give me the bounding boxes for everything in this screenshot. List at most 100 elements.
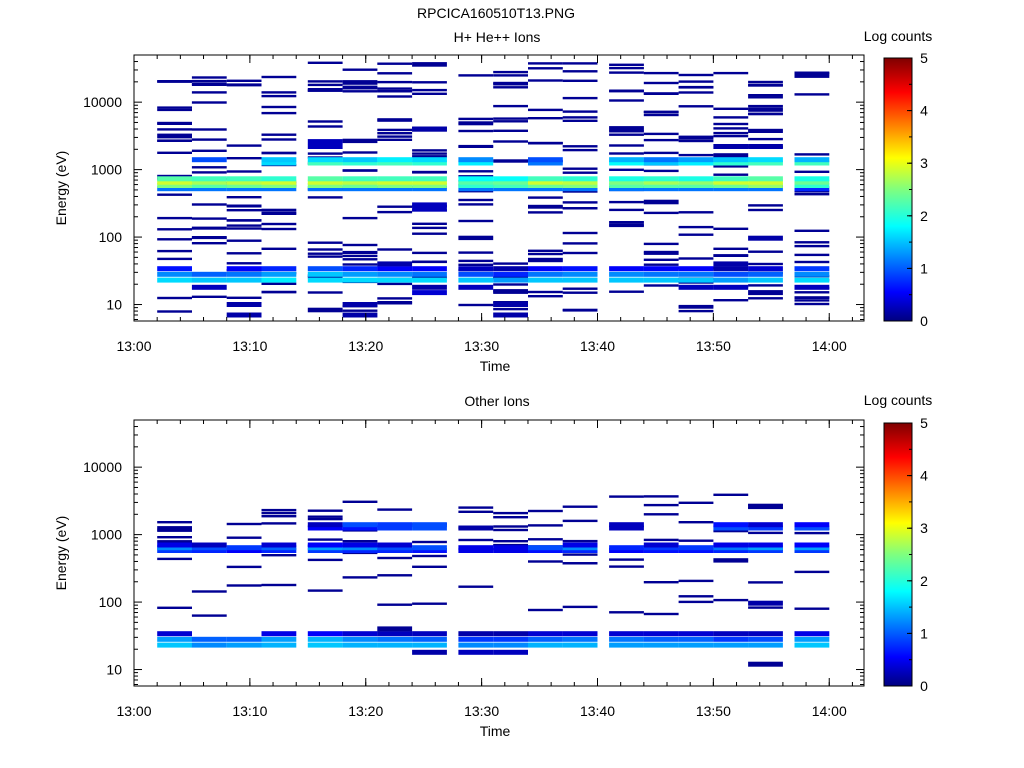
- heatmap-cell: [609, 144, 644, 147]
- heatmap-cell: [412, 88, 447, 92]
- heatmap-cell: [493, 528, 528, 532]
- heatmap-cell: [412, 251, 447, 255]
- heatmap-cell: [713, 254, 749, 257]
- heatmap-cell: [157, 642, 192, 648]
- heatmap-cell: [307, 548, 343, 553]
- heatmap-cell: [412, 179, 447, 185]
- heatmap-cell: [157, 106, 192, 109]
- heatmap-cell: [528, 206, 563, 209]
- heatmap-cell: [562, 96, 598, 100]
- heatmap-cell: [493, 262, 528, 265]
- heatmap-cell: [794, 170, 830, 173]
- heatmap-cell: [307, 291, 343, 294]
- heatmap-cell: [678, 211, 714, 214]
- heatmap-cell: [678, 631, 714, 637]
- heatmap-cell: [794, 193, 830, 196]
- heatmap-cell: [643, 545, 679, 551]
- heatmap-cell: [609, 183, 644, 188]
- heatmap-cell: [562, 171, 598, 174]
- heatmap-cell: [342, 85, 378, 88]
- heatmap-cell: [609, 157, 644, 163]
- heatmap-cell: [377, 266, 413, 272]
- heatmap-cell: [412, 64, 447, 67]
- heatmap-cell: [562, 167, 598, 170]
- heatmap-cell: [307, 120, 343, 123]
- heatmap-cell: [342, 642, 378, 648]
- heatmap-cell: [157, 228, 192, 231]
- heatmap-cell: [713, 299, 749, 302]
- colorbar-tick-label: 3: [920, 155, 928, 171]
- heatmap-cell: [493, 120, 528, 123]
- heatmap-cell: [307, 558, 343, 562]
- heatmap-cell: [643, 179, 679, 185]
- heatmap-cell: [794, 157, 830, 163]
- heatmap-cell: [261, 554, 297, 557]
- heatmap-cell: [713, 176, 749, 182]
- heatmap-cell: [261, 75, 297, 79]
- heatmap-cell: [643, 186, 679, 192]
- y-tick-label: 10: [106, 662, 122, 678]
- heatmap-cell: [157, 548, 192, 553]
- heatmap-cell: [377, 642, 413, 648]
- heatmap-cell: [794, 277, 830, 283]
- heatmap-cell: [191, 183, 227, 188]
- heatmap-cell: [377, 297, 413, 300]
- heatmap-cell: [794, 284, 830, 290]
- heatmap-cell: [748, 183, 783, 188]
- heatmap-cell: [261, 105, 297, 109]
- colorbar-tick-label: 5: [920, 50, 928, 66]
- heatmap-cell: [412, 545, 447, 551]
- heatmap-cell: [678, 284, 714, 290]
- heatmap-cell: [157, 540, 192, 543]
- heatmap-cell: [493, 117, 528, 120]
- heatmap-cell: [794, 631, 830, 637]
- heatmap-cell: [458, 145, 494, 148]
- heatmap-cell: [493, 511, 528, 515]
- heatmap-cell: [562, 251, 598, 255]
- heatmap-cell: [562, 116, 598, 119]
- heatmap-cell: [713, 134, 749, 138]
- heatmap-cell: [528, 524, 563, 527]
- heatmap-cell: [307, 186, 343, 192]
- heatmap-cell: [493, 289, 528, 292]
- heatmap-cell: [678, 600, 714, 604]
- heatmap-cell: [377, 210, 413, 214]
- y-axis-label: Energy (eV): [53, 516, 69, 591]
- heatmap-cell: [562, 266, 598, 272]
- heatmap-cell: [713, 116, 749, 119]
- heatmap-cell: [748, 266, 783, 272]
- heatmap-cell: [609, 545, 644, 551]
- heatmap-cell: [377, 72, 413, 75]
- heatmap-cell: [458, 121, 494, 124]
- heatmap-cell: [412, 206, 447, 212]
- heatmap-cell: [493, 176, 528, 182]
- heatmap-cell: [748, 96, 783, 99]
- heatmap-cell: [458, 277, 494, 283]
- heatmap-cell: [678, 135, 714, 138]
- heatmap-cell: [562, 642, 598, 648]
- heatmap-cell: [528, 548, 563, 553]
- heatmap-cell: [191, 149, 227, 152]
- heatmap-cell: [794, 291, 830, 294]
- colorbar-tick-label: 0: [920, 313, 928, 329]
- y-tick-label: 1000: [91, 527, 122, 543]
- heatmap-cell: [493, 312, 528, 318]
- heatmap-cell: [261, 266, 297, 272]
- heatmap-cell: [713, 144, 749, 149]
- heatmap-cell: [748, 542, 783, 548]
- heatmap-cell: [342, 258, 378, 261]
- heatmap-cell: [794, 545, 830, 551]
- heatmap-cell: [528, 67, 563, 70]
- heatmap-cell: [713, 153, 749, 156]
- heatmap-cell: [342, 277, 378, 283]
- heatmap-cell: [458, 129, 494, 133]
- heatmap-cell: [748, 277, 783, 283]
- heatmap-cell: [609, 99, 644, 102]
- heatmap-cell: [748, 525, 783, 531]
- heatmap-cell: [342, 271, 378, 277]
- heatmap-cell: [412, 202, 447, 208]
- heatmap-cell: [157, 249, 192, 253]
- heatmap-cell: [609, 152, 644, 155]
- heatmap-cell: [412, 260, 447, 263]
